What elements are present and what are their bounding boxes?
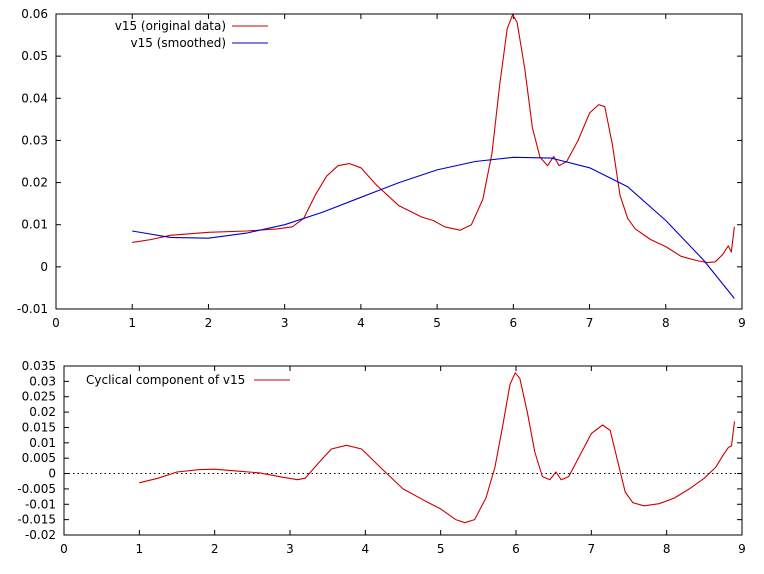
x-tick-label: 7 bbox=[586, 316, 594, 330]
series-line-0 bbox=[139, 372, 736, 524]
y-tick-label: -0.02 bbox=[25, 528, 56, 542]
series-line-0 bbox=[132, 14, 735, 264]
y-tick-label: 0.025 bbox=[22, 390, 56, 404]
lower-chart-panel: 0 1 2 3 4 5 6 7 8 9-0.02-0.015-0.01-0.00500.0050.… bbox=[17, 359, 746, 556]
x-tick-label: 8 bbox=[662, 316, 670, 330]
x-tick-label: 0 bbox=[60, 542, 68, 556]
x-tick-label: 5 bbox=[437, 542, 445, 556]
y-tick-label: 0.03 bbox=[21, 133, 48, 147]
y-tick-label: 0.005 bbox=[22, 451, 56, 465]
y-tick-label: -0.015 bbox=[17, 513, 56, 527]
y-tick-label: -0.01 bbox=[25, 497, 56, 511]
legend-label: v15 (original data) bbox=[115, 19, 226, 33]
x-tick-label: 9 bbox=[738, 316, 746, 330]
legend-label: v15 (smoothed) bbox=[131, 36, 226, 50]
y-tick-label: 0 bbox=[40, 260, 48, 274]
x-tick-label: 1 bbox=[128, 316, 136, 330]
x-tick-label: 2 bbox=[205, 316, 213, 330]
plot-frame bbox=[63, 365, 743, 536]
y-tick-label: 0.05 bbox=[21, 49, 48, 63]
legend-label: Cyclical component of v15 bbox=[86, 373, 245, 387]
y-tick-label: 0.03 bbox=[29, 374, 56, 388]
y-tick-label: -0.01 bbox=[17, 302, 48, 316]
plot-frame bbox=[55, 13, 743, 310]
x-tick-label: 3 bbox=[281, 316, 289, 330]
y-tick-label: 0.02 bbox=[21, 176, 48, 190]
x-tick-label: 2 bbox=[211, 542, 219, 556]
x-tick-label: 3 bbox=[286, 542, 294, 556]
y-tick-label: 0.035 bbox=[22, 359, 56, 373]
y-tick-label: 0.015 bbox=[22, 420, 56, 434]
upper-chart-panel: 0 1 2 3 4 5 6 7 8 9 -0.01 0 0.01 0.02 0.03 0.04 0.05 0.06… bbox=[17, 7, 746, 330]
x-tick-label: 0 bbox=[52, 316, 60, 330]
y-tick-label: 0.02 bbox=[29, 405, 56, 419]
y-tick-label: 0.04 bbox=[21, 91, 48, 105]
x-tick-label: 8 bbox=[663, 542, 671, 556]
y-tick-label: 0.06 bbox=[21, 7, 48, 21]
x-tick-label: 4 bbox=[362, 542, 370, 556]
y-tick-label: 0.01 bbox=[21, 218, 48, 232]
x-tick-label: 4 bbox=[357, 316, 365, 330]
x-tick-label: 6 bbox=[512, 542, 520, 556]
x-tick-label: 6 bbox=[510, 316, 518, 330]
y-tick-label: 0 bbox=[48, 467, 56, 481]
x-tick-label: 7 bbox=[588, 542, 596, 556]
y-tick-label: -0.005 bbox=[17, 482, 56, 496]
y-tick-label: 0.01 bbox=[29, 436, 56, 450]
x-tick-label: 9 bbox=[738, 542, 746, 556]
x-tick-label: 1 bbox=[136, 542, 144, 556]
series-line-1 bbox=[132, 156, 735, 299]
x-tick-label: 5 bbox=[433, 316, 441, 330]
